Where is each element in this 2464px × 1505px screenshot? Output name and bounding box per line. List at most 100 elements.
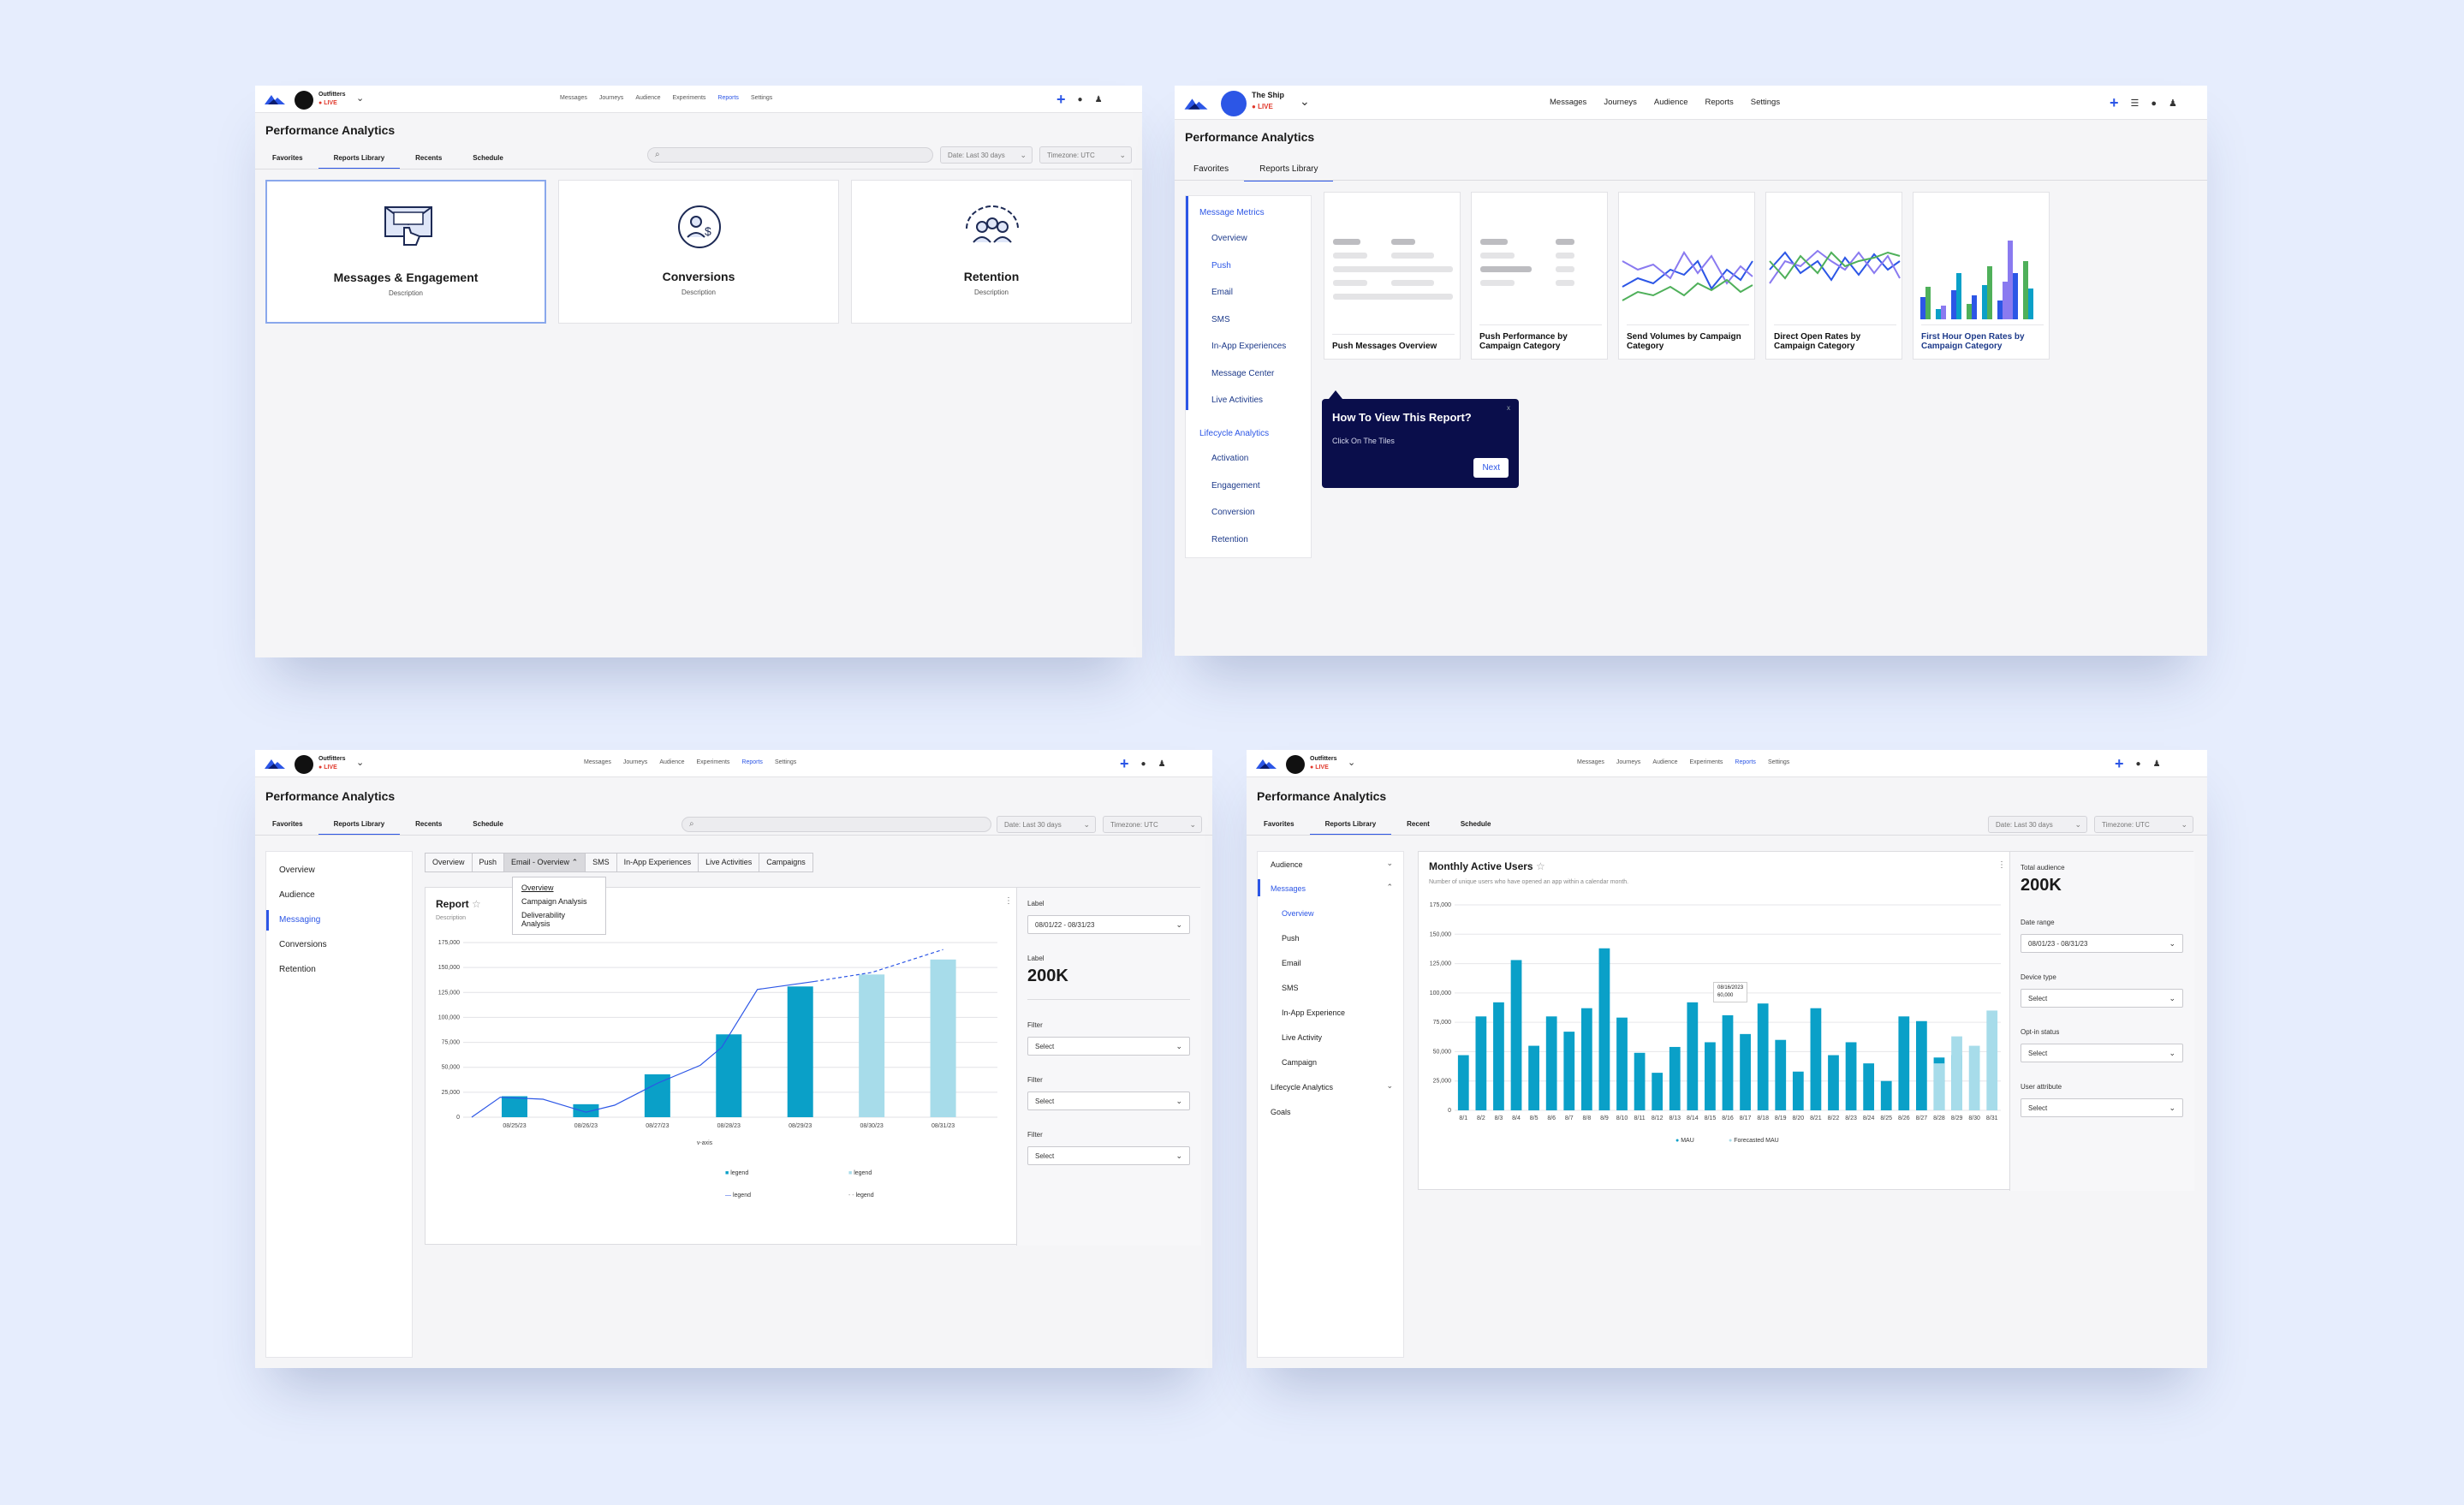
report-tile[interactable]: Push Performance by Campaign Category [1471, 192, 1608, 360]
chevron-down-icon[interactable]: ⌄ [1386, 1081, 1393, 1090]
report-tile[interactable]: Send Volumes by Campaign Category [1618, 192, 1755, 360]
brand-logo-icon[interactable] [1255, 757, 1277, 770]
help-icon[interactable]: ● [1077, 95, 1083, 104]
sidebar-item-live-activities[interactable]: Live Activities [1211, 396, 1264, 405]
tab-favorites[interactable]: Favorites [272, 820, 303, 828]
star-icon[interactable]: ☆ [472, 898, 481, 910]
more-options-icon[interactable]: ⋮ [1004, 896, 1013, 906]
search-input[interactable]: ⌕ [647, 147, 933, 163]
date-filter-dropdown[interactable]: Date: Last 30 days ⌄ [940, 146, 1033, 164]
nav-messages[interactable]: Messages [560, 95, 587, 101]
tab-recent[interactable]: Recent [1407, 820, 1430, 828]
sidebar-item-activation[interactable]: Activation [1211, 454, 1249, 463]
brand-logo-icon[interactable] [264, 757, 286, 770]
timezone-dropdown[interactable]: Timezone: UTC ⌄ [1039, 146, 1132, 164]
sidebar-subitem-email[interactable]: Email [1282, 959, 1301, 967]
nav-reports[interactable]: Reports [1735, 759, 1756, 765]
menu-item-overview[interactable]: Overview [521, 883, 554, 892]
sidebar-subitem-overview[interactable]: Overview [1282, 909, 1314, 918]
tab-reports-library[interactable]: Reports Library [318, 817, 401, 836]
nav-settings[interactable]: Settings [1750, 98, 1781, 107]
subtab-email[interactable]: Email - Overview ⌃ [503, 853, 586, 872]
report-category-card[interactable]: Messages & Engagement Description [265, 180, 546, 324]
user-attribute-select[interactable]: Select ⌄ [2021, 1098, 2183, 1117]
tab-schedule[interactable]: Schedule [473, 820, 503, 828]
sidebar-item-overview[interactable]: Overview [1211, 234, 1247, 243]
sidebar-item-lifecycle[interactable]: Lifecycle Analytics [1271, 1083, 1334, 1092]
report-tile[interactable]: First Hour Open Rates by Campaign Catego… [1913, 192, 2050, 360]
sidebar-item-retention[interactable]: Retention [1211, 535, 1248, 544]
nav-audience[interactable]: Audience [1652, 759, 1678, 765]
subtab-live-activities[interactable]: Live Activities [698, 853, 760, 872]
sidebar-item-conversions[interactable]: Conversions [279, 940, 327, 949]
nav-journeys[interactable]: Journeys [622, 759, 648, 765]
tab-recents[interactable]: Recents [415, 820, 443, 828]
more-options-icon[interactable]: ⋮ [1997, 860, 2006, 870]
tab-favorites[interactable]: Favorites [1264, 820, 1294, 828]
tab-recents[interactable]: Recents [415, 154, 443, 162]
sidebar-subitem-push[interactable]: Push [1282, 934, 1300, 943]
timezone-dropdown[interactable]: Timezone: UTC ⌄ [2094, 816, 2193, 833]
chevron-down-icon[interactable]: ⌄ [356, 758, 365, 768]
filter-select[interactable]: Select ⌄ [1027, 1092, 1190, 1110]
nav-messages[interactable]: Messages [1550, 98, 1587, 107]
date-filter-dropdown[interactable]: Date: Last 30 days ⌄ [997, 816, 1096, 833]
sidebar-item-goals[interactable]: Goals [1271, 1108, 1291, 1116]
nav-journeys[interactable]: Journeys [598, 95, 624, 101]
nav-audience[interactable]: Audience [635, 95, 661, 101]
user-icon[interactable]: ♟ [2152, 759, 2161, 769]
next-button[interactable]: Next [1473, 458, 1509, 478]
opt-in-select[interactable]: Select ⌄ [2021, 1044, 2183, 1062]
org-avatar[interactable] [1221, 91, 1247, 116]
filter-select[interactable]: Select ⌄ [1027, 1037, 1190, 1056]
nav-messages[interactable]: Messages [584, 759, 611, 765]
sidebar-item-sms[interactable]: SMS [1211, 315, 1230, 324]
report-category-card[interactable]: $ Conversions Description [558, 180, 839, 324]
nav-reports[interactable]: Reports [1705, 98, 1734, 107]
tab-schedule[interactable]: Schedule [1460, 820, 1491, 828]
sidebar-item-retention[interactable]: Retention [279, 965, 316, 974]
tab-reports-library[interactable]: Reports Library [1244, 161, 1334, 181]
user-icon[interactable]: ♟ [1094, 95, 1103, 104]
sidebar-subitem-campaign[interactable]: Campaign [1282, 1058, 1318, 1067]
subtab-in-app[interactable]: In-App Experiences [616, 853, 699, 872]
tab-reports-library[interactable]: Reports Library [1309, 817, 1392, 836]
brand-logo-icon[interactable] [264, 92, 286, 106]
date-filter-dropdown[interactable]: Date: Last 30 days ⌄ [1988, 816, 2087, 833]
org-avatar[interactable] [295, 91, 313, 110]
device-type-select[interactable]: Select ⌄ [2021, 989, 2183, 1008]
filter-select[interactable]: Select ⌄ [1027, 1146, 1190, 1165]
close-icon[interactable]: x [1507, 404, 1510, 412]
sidebar-subitem-sms[interactable]: SMS [1282, 984, 1299, 992]
report-category-card[interactable]: Retention Description [851, 180, 1132, 324]
subtab-overview[interactable]: Overview [425, 853, 473, 872]
search-input[interactable]: ⌕ [681, 817, 991, 832]
sidebar-subitem-in-app[interactable]: In-App Experience [1282, 1008, 1346, 1017]
sidebar-item-engagement[interactable]: Engagement [1211, 481, 1260, 491]
nav-reports[interactable]: Reports [717, 95, 739, 101]
user-icon[interactable]: ♟ [2169, 98, 2177, 109]
org-avatar[interactable] [295, 755, 313, 774]
nav-audience[interactable]: Audience [659, 759, 685, 765]
nav-settings[interactable]: Settings [750, 95, 773, 101]
sidebar-item-push[interactable]: Push [1211, 261, 1231, 271]
add-icon[interactable]: + [1120, 755, 1129, 772]
nav-audience[interactable]: Audience [1653, 98, 1688, 107]
tab-favorites[interactable]: Favorites [1193, 164, 1229, 174]
sidebar-subitem-live-activity[interactable]: Live Activity [1282, 1033, 1323, 1042]
nav-settings[interactable]: Settings [1767, 759, 1790, 765]
add-icon[interactable]: + [1056, 91, 1066, 108]
chevron-down-icon[interactable]: ⌄ [356, 93, 365, 104]
sidebar-item-email[interactable]: Email [1211, 288, 1234, 297]
chevron-down-icon[interactable]: ⌄ [1300, 94, 1310, 108]
tab-schedule[interactable]: Schedule [473, 154, 503, 162]
sidebar-item-audience[interactable]: Audience [1271, 860, 1303, 869]
date-range-select[interactable]: 08/01/22 - 08/31/23 ⌄ [1027, 915, 1190, 934]
nav-experiments[interactable]: Experiments [1689, 759, 1723, 765]
help-icon[interactable]: ● [2151, 98, 2157, 109]
nav-journeys[interactable]: Journeys [1616, 759, 1641, 765]
subtab-campaigns[interactable]: Campaigns [759, 853, 813, 872]
sidebar-group-message-metrics[interactable]: Message Metrics [1199, 208, 1265, 217]
tab-favorites[interactable]: Favorites [272, 154, 303, 162]
nav-experiments[interactable]: Experiments [672, 95, 706, 101]
